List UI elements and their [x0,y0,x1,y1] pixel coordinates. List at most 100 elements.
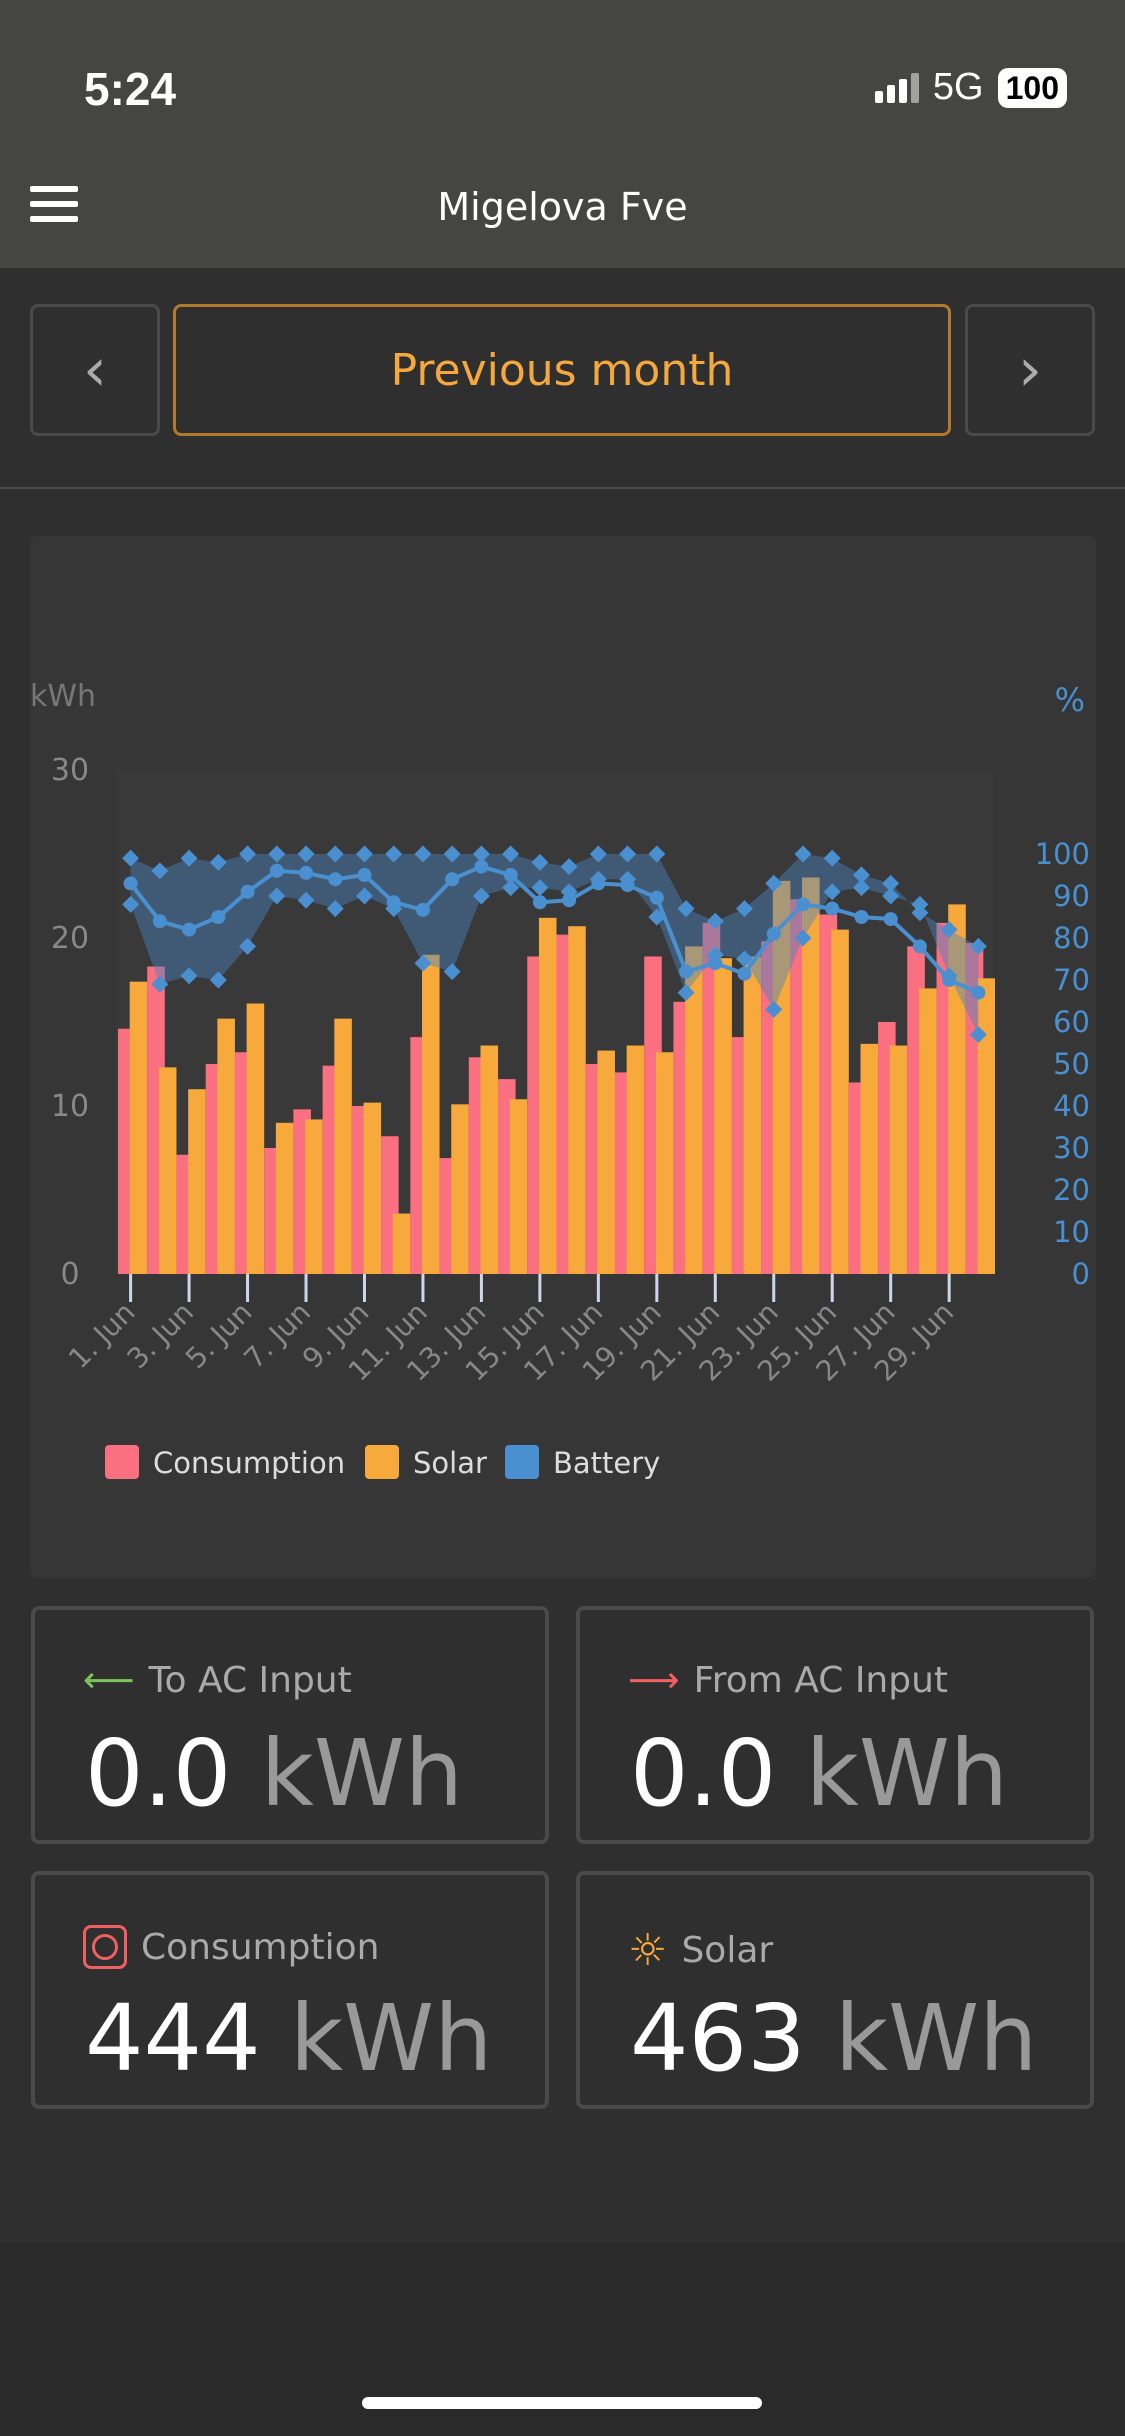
battery-icon: 100 [997,67,1067,108]
stat-label: To AC Input [148,1660,352,1701]
battery-point [123,876,138,891]
menu-icon[interactable] [30,186,78,231]
battery-point [912,939,927,954]
stat-value: 0.0 [630,1720,777,1827]
legend-label-battery: Battery [553,1446,660,1480]
solar-bar [626,1045,645,1274]
battery-point [854,910,869,924]
battery-minmax-marker [852,879,870,897]
battery-point [474,859,489,874]
y2-tick-label: 60 [1053,1005,1090,1039]
solar-bar [685,946,703,1274]
battery-point [445,872,460,887]
battery-minmax-marker [619,870,637,888]
legend-swatch [365,1445,399,1479]
y2-tick-label: 100 [1035,837,1090,871]
battery-minmax-marker [706,912,724,930]
battery-minmax-marker [823,849,841,867]
battery-point [971,985,986,1000]
battery-minmax-marker [297,891,315,909]
battery-point [299,865,314,880]
solar-bar [392,1213,411,1274]
solar-bar [538,917,557,1274]
energy-chart: kWh % 0 10 20 30 0 10 20 30 40 50 60 70 80 90 100 1. Jun3… [30,679,1090,1480]
battery-point [328,872,343,887]
y2-tick-label: 70 [1053,963,1090,997]
battery-minmax-marker [443,963,461,981]
stat-unit: kWh [834,1985,1038,2092]
battery-minmax-marker [122,849,140,867]
battery-minmax-marker [180,967,198,985]
stat-value: 463 [630,1985,806,2092]
solar-bar [129,981,148,1274]
solar-bar [451,1104,469,1274]
solar-bar [948,904,966,1274]
y2-tick-label: 30 [1053,1131,1090,1165]
battery-minmax-marker [677,984,695,1002]
solar-bar [597,1050,615,1274]
arrow-right-icon: ⟶ [628,1660,680,1701]
battery-point [182,922,197,937]
battery-minmax-marker [385,845,403,863]
battery-minmax-marker [297,845,315,863]
stat-unit: kWh [289,1985,493,2092]
y2-tick-label: 20 [1053,1173,1090,1207]
solar-bar [889,1045,908,1274]
chevron-left-icon: ‹ [83,335,107,405]
sun-icon: ☼ [628,1925,668,1976]
y-tick-label: 30 [51,753,89,788]
battery-minmax-marker [268,887,286,905]
battery-point [825,901,840,916]
chevron-right-icon: › [1018,335,1042,405]
battery-minmax-marker [940,967,958,985]
solar-bar [275,1122,294,1274]
stat-label: From AC Input [693,1660,949,1701]
stat-from-ac-input: ⟶ From AC Input 0.0 kWh [576,1606,1094,1844]
battery-minmax-marker [326,845,344,863]
battery-minmax-marker [180,849,198,867]
battery-minmax-marker [531,853,549,871]
battery-minmax-marker [940,921,958,939]
y2-axis-title: % [1055,681,1085,719]
battery-minmax-marker [239,937,257,955]
battery-minmax-marker [531,879,549,897]
stat-value: 0.0 [85,1720,232,1827]
battery-minmax-marker [414,954,432,972]
battery-minmax-marker [414,845,432,863]
battery-minmax-marker [209,853,227,871]
solar-bar [246,1003,265,1274]
x-tick-label: 5. Jun [179,1296,258,1375]
legend-label-consumption: Consumption [153,1446,345,1480]
solar-bar [831,929,849,1274]
solar-bar [568,926,586,1274]
battery-point [766,926,781,941]
legend-label-solar: Solar [413,1446,487,1480]
battery-minmax-marker [882,887,900,905]
solar-bar [158,1067,177,1274]
signal-icon [874,72,919,103]
stat-unit: kWh [805,1720,1009,1827]
solar-bar [363,1102,382,1274]
solar-bar [918,988,937,1274]
status-icons: 5G 100 [874,66,1067,109]
page-title: Migelova Fve [437,185,688,229]
prev-period-button[interactable]: ‹ [30,304,160,436]
chart-card: kWh% 0 10 20 30 0 10 20 30 40 50 60 70 80 90 100 1. Jun 3… [30,536,1096,1578]
x-tick-label: 7. Jun [238,1296,317,1375]
y2-tick-label: 50 [1053,1047,1090,1081]
battery-range-band [130,854,979,1035]
battery-minmax-marker [589,870,607,888]
battery-minmax-marker [823,883,841,901]
battery-point [269,863,284,878]
solar-bar [772,880,791,1274]
battery-minmax-marker [355,887,373,905]
battery-minmax-marker [648,845,666,863]
period-selector[interactable]: Previous month [173,304,951,436]
y-tick-label: 0 [60,1257,79,1292]
battery-minmax-marker [794,845,812,863]
next-period-button[interactable]: › [965,304,1095,436]
battery-point [211,910,226,924]
status-time: 5:24 [84,63,177,115]
home-indicator[interactable] [362,2397,762,2409]
stat-label: Solar [681,1930,774,1971]
